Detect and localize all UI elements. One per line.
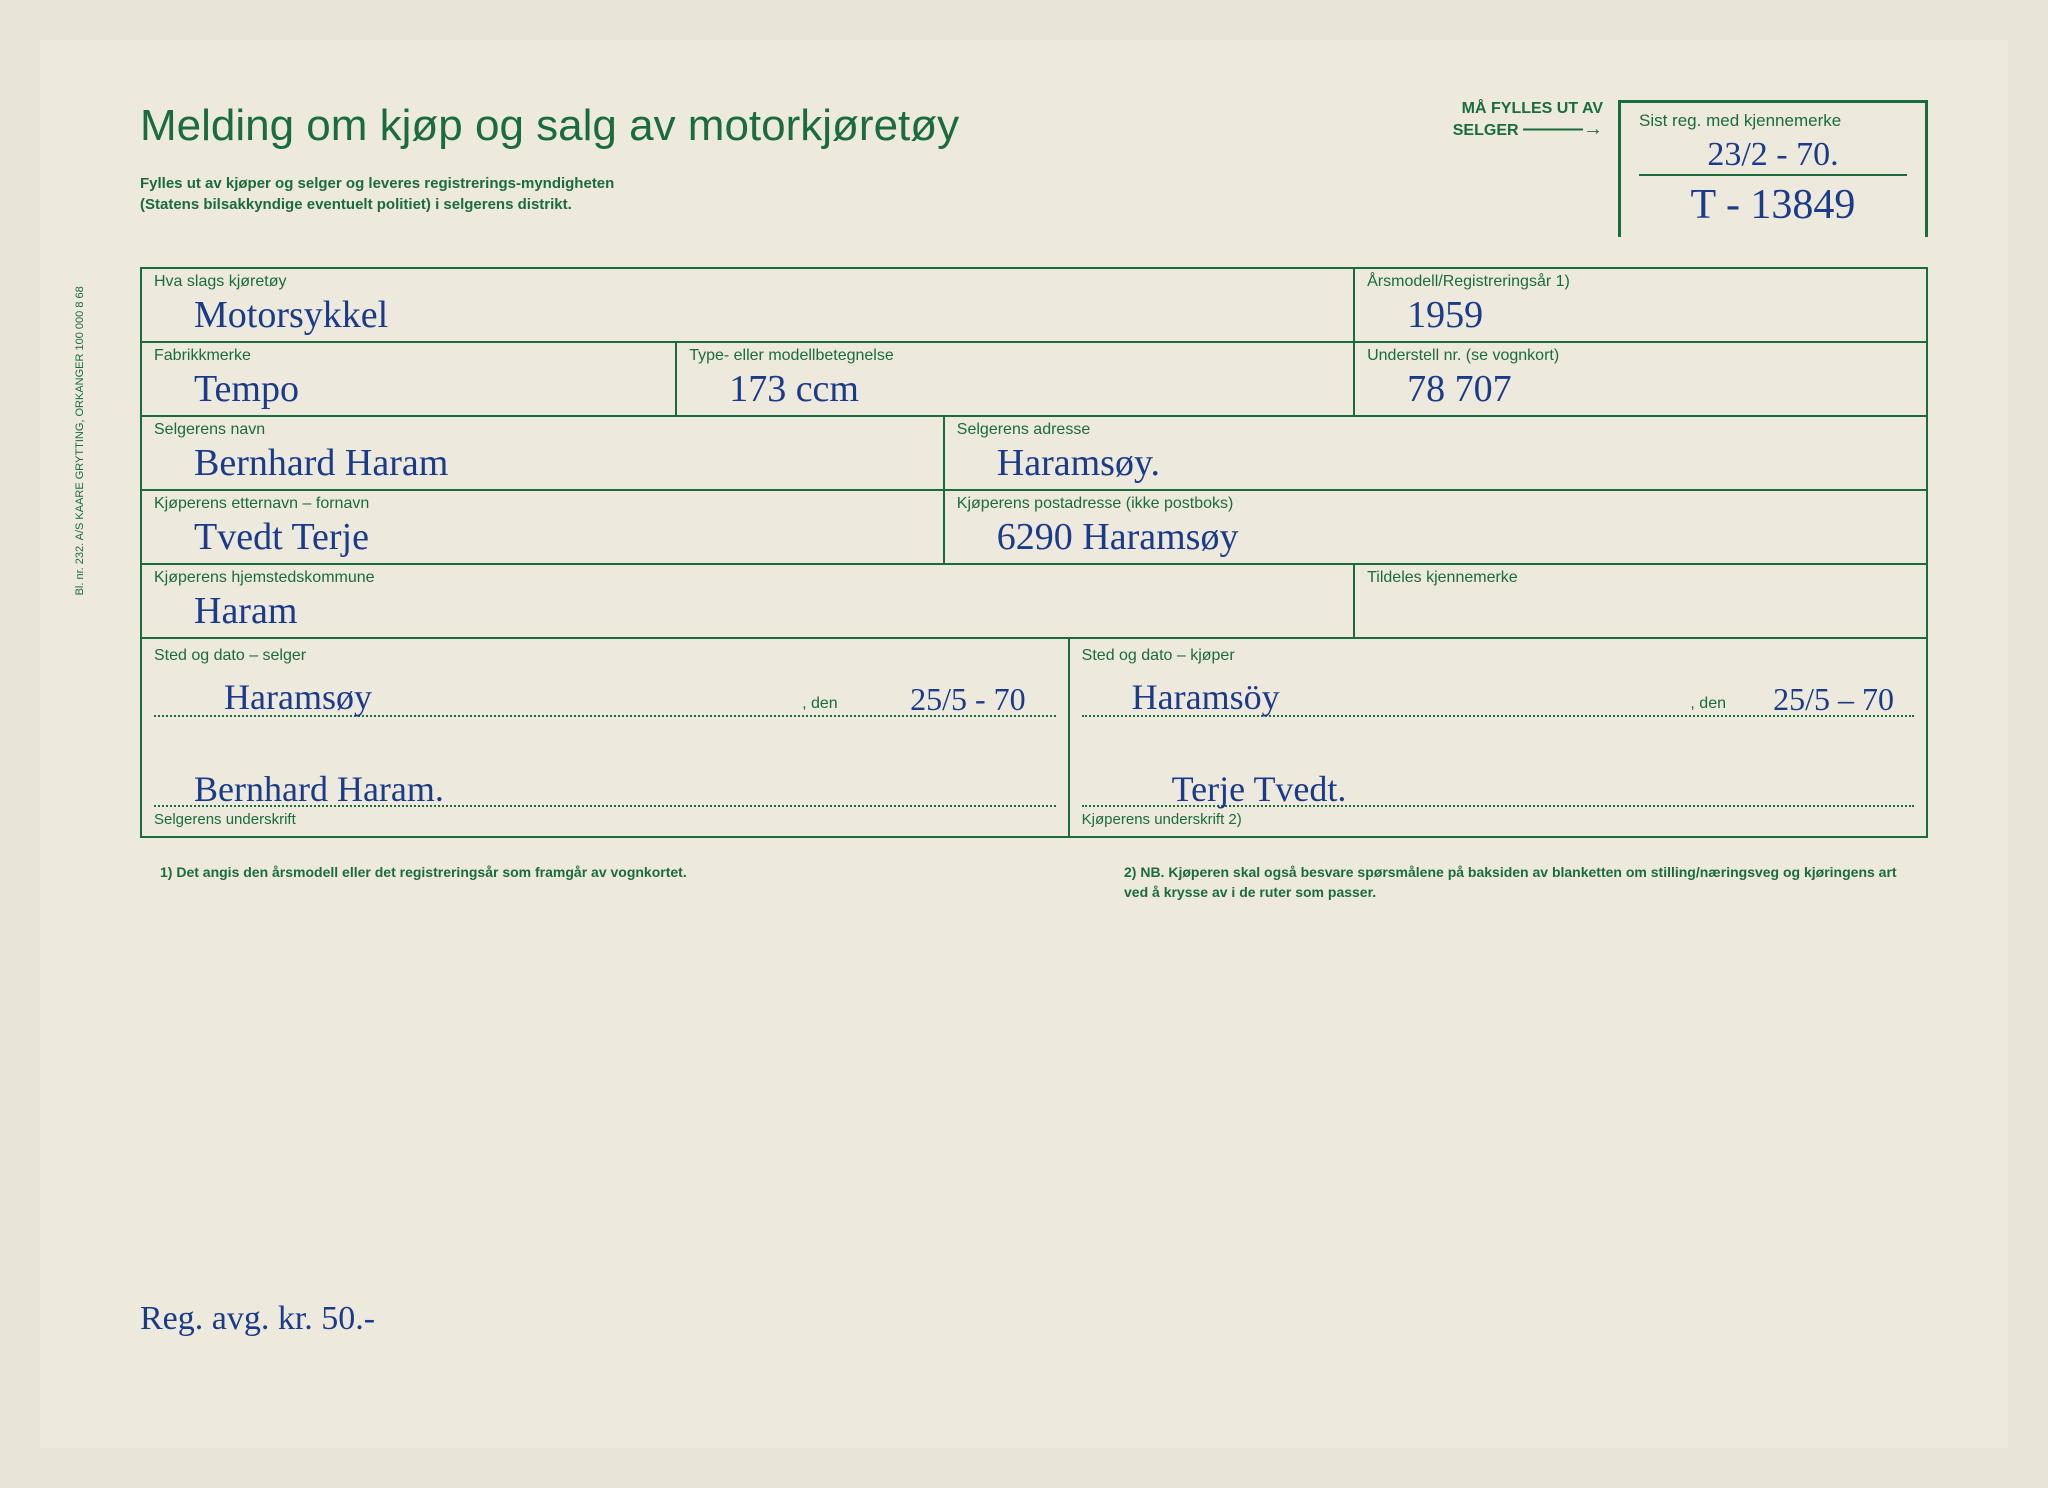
cell-buyer-signature: Sted og dato – kjøper Haramsöy , den 25/… — [1070, 639, 1926, 836]
seller-place-date-line: Haramsøy , den 25/5 - 70 — [154, 667, 1056, 717]
fee-note: Reg. avg. kr. 50.- — [140, 1300, 375, 1338]
reg-box-label: Sist reg. med kjennemerke — [1639, 111, 1907, 131]
label-assigned-plate: Tildeles kjennemerke — [1367, 569, 1914, 587]
title-section: Melding om kjøp og salg av motorkjøretøy… — [140, 100, 1453, 215]
value-seller-name: Bernhard Haram — [154, 441, 931, 485]
cell-seller-signature: Sted og dato – selger Haramsøy , den 25/… — [142, 639, 1070, 836]
reg-number: T - 13849 — [1639, 174, 1907, 229]
label-type-model: Type- eller modellbetegnelse — [689, 347, 1341, 365]
row-seller: Selgerens navn Bernhard Haram Selgerens … — [142, 417, 1926, 491]
label-seller-place-date: Sted og dato – selger — [154, 647, 1056, 665]
cell-assigned-plate: Tildeles kjennemerke — [1355, 565, 1926, 637]
print-info: Bl. nr. 232. A/S KAARE GRYTTING, ORKANGE… — [74, 286, 86, 595]
buyer-signature: Terje Tvedt. — [1172, 768, 1347, 810]
buyer-date-prefix: , den — [1690, 695, 1726, 713]
row-vehicle-year: Hva slags kjøretøy Motorsykkel Årsmodell… — [142, 269, 1926, 343]
value-year-model: 1959 — [1367, 293, 1914, 337]
label-seller-address: Selgerens adresse — [957, 421, 1914, 439]
value-seller-address: Haramsøy. — [957, 441, 1914, 485]
form-table: Hva slags kjøretøy Motorsykkel Årsmodell… — [140, 267, 1928, 838]
value-municipality: Haram — [154, 589, 1341, 633]
label-buyer-signature: Kjøperens underskrift 2) — [1082, 811, 1914, 828]
seller-date-prefix: , den — [802, 695, 838, 713]
value-buyer-name: Tvedt Terje — [154, 515, 931, 559]
registration-box: Sist reg. med kjennemerke 23/2 - 70. T -… — [1618, 100, 1928, 237]
seller-date: 25/5 - 70 — [910, 681, 1026, 718]
buyer-place-date-line: Haramsöy , den 25/5 – 70 — [1082, 667, 1914, 717]
cell-year-model: Årsmodell/Registreringsår 1) 1959 — [1355, 269, 1926, 341]
value-chassis: 78 707 — [1367, 367, 1914, 411]
label-seller-signature: Selgerens underskrift — [154, 811, 1056, 828]
label-vehicle-type: Hva slags kjøretøy — [154, 273, 1341, 291]
row-make-model-chassis: Fabrikkmerke Tempo Type- eller modellbet… — [142, 343, 1926, 417]
form-subtitle: Fylles ut av kjøper og selger og leveres… — [140, 173, 660, 215]
form-title: Melding om kjøp og salg av motorkjøretøy — [140, 100, 1453, 153]
footnote-1: 1) Det angis den årsmodell eller det reg… — [160, 863, 944, 902]
label-municipality: Kjøperens hjemstedskommune — [154, 569, 1341, 587]
buyer-date: 25/5 – 70 — [1773, 681, 1894, 718]
header-right: MÅ FYLLES UT AV SELGER ———→ Sist reg. me… — [1453, 100, 1928, 237]
row-buyer: Kjøperens etternavn – fornavn Tvedt Terj… — [142, 491, 1926, 565]
cell-buyer-address: Kjøperens postadresse (ikke postboks) 62… — [945, 491, 1926, 563]
cell-type-model: Type- eller modellbetegnelse 173 ccm — [677, 343, 1355, 415]
footnotes: 1) Det angis den årsmodell eller det reg… — [140, 863, 1928, 902]
label-buyer-address: Kjøperens postadresse (ikke postboks) — [957, 495, 1914, 513]
label-buyer-name: Kjøperens etternavn – fornavn — [154, 495, 931, 513]
arrow-icon: ———→ — [1523, 118, 1603, 140]
vehicle-sale-form: Bl. nr. 232. A/S KAARE GRYTTING, ORKANGE… — [40, 40, 2008, 1448]
fill-instruction-line2: SELGER ———→ — [1453, 118, 1603, 141]
row-signatures: Sted og dato – selger Haramsøy , den 25/… — [142, 639, 1926, 838]
value-type-model: 173 ccm — [689, 367, 1341, 411]
row-municipality: Kjøperens hjemstedskommune Haram Tildele… — [142, 565, 1926, 639]
label-year-model: Årsmodell/Registreringsår 1) — [1367, 273, 1914, 291]
fill-instruction: MÅ FYLLES UT AV SELGER ———→ — [1453, 100, 1603, 141]
value-manufacturer: Tempo — [154, 367, 663, 411]
value-buyer-address: 6290 Haramsøy — [957, 515, 1914, 559]
cell-seller-address: Selgerens adresse Haramsøy. — [945, 417, 1926, 489]
seller-sig-line: Bernhard Haram. — [154, 767, 1056, 807]
label-chassis: Understell nr. (se vognkort) — [1367, 347, 1914, 365]
cell-seller-name: Selgerens navn Bernhard Haram — [142, 417, 945, 489]
cell-municipality: Kjøperens hjemstedskommune Haram — [142, 565, 1355, 637]
reg-date: 23/2 - 70. — [1639, 136, 1907, 174]
cell-vehicle-type: Hva slags kjøretøy Motorsykkel — [142, 269, 1355, 341]
seller-place: Haramsøy — [224, 676, 372, 718]
seller-signature: Bernhard Haram. — [194, 768, 444, 810]
buyer-sig-line: Terje Tvedt. — [1082, 767, 1914, 807]
label-manufacturer: Fabrikkmerke — [154, 347, 663, 365]
form-header: Melding om kjøp og salg av motorkjøretøy… — [140, 100, 1928, 237]
buyer-place: Haramsöy — [1132, 676, 1280, 718]
cell-manufacturer: Fabrikkmerke Tempo — [142, 343, 677, 415]
cell-buyer-name: Kjøperens etternavn – fornavn Tvedt Terj… — [142, 491, 945, 563]
label-buyer-place-date: Sted og dato – kjøper — [1082, 647, 1914, 665]
label-seller-name: Selgerens navn — [154, 421, 931, 439]
cell-chassis: Understell nr. (se vognkort) 78 707 — [1355, 343, 1926, 415]
fill-instruction-line1: MÅ FYLLES UT AV — [1453, 100, 1603, 118]
footnote-2: 2) NB. Kjøperen skal også besvare spørsm… — [1124, 863, 1908, 902]
value-vehicle-type: Motorsykkel — [154, 293, 1341, 337]
